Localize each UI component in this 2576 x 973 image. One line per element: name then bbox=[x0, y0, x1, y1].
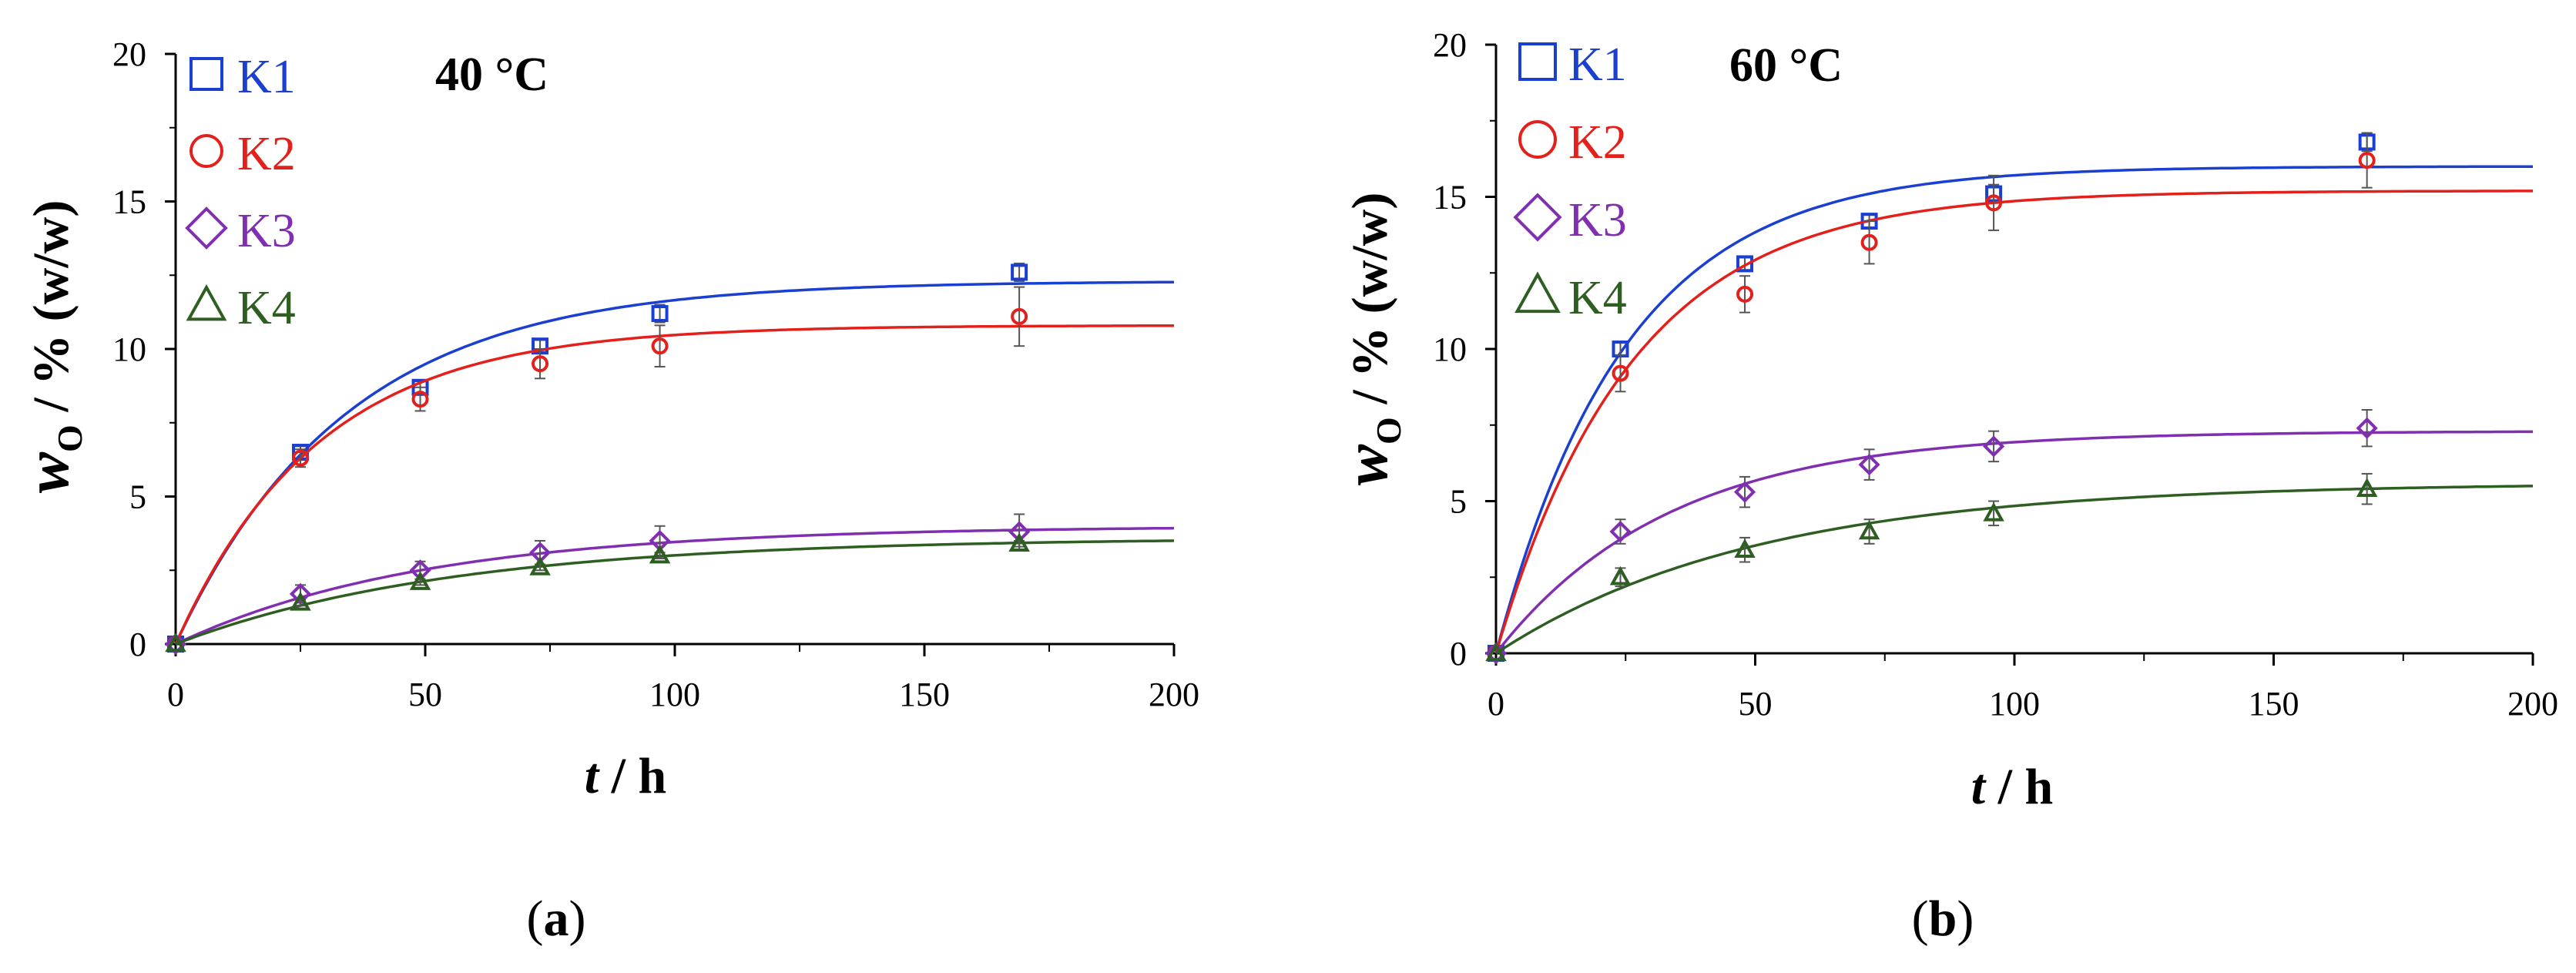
data-point-k4 bbox=[2356, 478, 2378, 497]
data-point-k4 bbox=[1734, 539, 1756, 558]
legend-symbol-k4 bbox=[186, 284, 227, 321]
data-point-k4 bbox=[1983, 502, 2004, 522]
legend-symbol-k2 bbox=[190, 134, 223, 168]
x-tick-label: 100 bbox=[649, 676, 700, 713]
data-point-k3 bbox=[1858, 454, 1880, 476]
fit-curve-k2 bbox=[174, 324, 1175, 645]
x-tick-label: 150 bbox=[899, 676, 950, 713]
fit-curve-k3 bbox=[1494, 430, 2533, 655]
x-tick-label: 50 bbox=[1739, 685, 1773, 723]
data-point-k1 bbox=[1736, 255, 1754, 273]
fit-curve-k3 bbox=[175, 526, 1175, 646]
panel-caption: (b) bbox=[1912, 891, 1974, 947]
legend-label-k1: K1 bbox=[237, 51, 296, 103]
fit-curve-k4 bbox=[175, 539, 1175, 646]
legend-symbol-k1 bbox=[1518, 42, 1557, 81]
data-point-k4 bbox=[290, 591, 311, 611]
fit-curve-k2 bbox=[1494, 190, 2533, 654]
data-point-k2 bbox=[411, 391, 429, 408]
y-tick-label: 0 bbox=[1450, 635, 1467, 673]
y-tick-label: 15 bbox=[1433, 179, 1467, 216]
fit-curve-k1 bbox=[174, 280, 1174, 645]
legend-label-k4: K4 bbox=[237, 282, 296, 334]
y-tick-label: 10 bbox=[112, 330, 146, 368]
data-point-k2 bbox=[532, 355, 549, 373]
data-point-k4 bbox=[409, 571, 431, 590]
legend-symbol-k2 bbox=[1518, 120, 1557, 159]
x-tick-label: 0 bbox=[167, 676, 184, 713]
data-point-k2 bbox=[1985, 194, 2003, 212]
data-point-k3 bbox=[2356, 417, 2378, 439]
x-axis-title: t / h bbox=[1971, 759, 2053, 815]
legend-label-k1: K1 bbox=[1568, 39, 1627, 91]
data-point-k3 bbox=[1609, 520, 1632, 543]
data-point-k3 bbox=[1733, 481, 1756, 503]
data-point-k2 bbox=[1860, 233, 1878, 251]
temperature-label: 60 °C bbox=[1729, 39, 1843, 92]
fit-curve-k1 bbox=[1494, 165, 2533, 654]
y-axis-title: wO / % (w/w) bbox=[1333, 193, 1408, 486]
legend-symbol-k1 bbox=[190, 57, 223, 91]
legend-symbol-k4 bbox=[1514, 271, 1561, 314]
data-point-k2 bbox=[292, 449, 309, 467]
legend-symbol-k3 bbox=[1513, 193, 1562, 242]
y-tick-label: 10 bbox=[1433, 330, 1467, 368]
data-point-k2 bbox=[2358, 152, 2376, 169]
data-point-k4 bbox=[529, 555, 551, 575]
x-tick-label: 200 bbox=[1149, 676, 1199, 713]
legend-label-k3: K3 bbox=[1568, 194, 1627, 247]
data-point-k4 bbox=[1008, 532, 1030, 552]
legend-label-k2: K2 bbox=[1568, 116, 1627, 169]
y-tick-label: 0 bbox=[129, 626, 146, 663]
y-axis-title: wO / % (w/w) bbox=[14, 200, 89, 494]
x-tick-label: 200 bbox=[2507, 685, 2558, 723]
legend-label-k3: K3 bbox=[237, 205, 296, 257]
data-point-k3 bbox=[1983, 435, 2005, 458]
data-point-k4 bbox=[1485, 642, 1507, 662]
x-tick-label: 150 bbox=[2249, 685, 2299, 723]
x-axis-title: t / h bbox=[585, 748, 666, 804]
fit-curve-k4 bbox=[1495, 485, 2533, 655]
data-point-k1 bbox=[651, 305, 669, 323]
data-point-k2 bbox=[1011, 307, 1028, 325]
data-point-k4 bbox=[165, 632, 186, 653]
data-point-k4 bbox=[1609, 565, 1632, 585]
data-point-k4 bbox=[649, 544, 671, 564]
y-tick-label: 20 bbox=[1433, 26, 1467, 64]
y-tick-label: 5 bbox=[129, 478, 146, 516]
y-tick-label: 20 bbox=[112, 35, 146, 73]
legend-label-k4: K4 bbox=[1568, 272, 1627, 324]
x-tick-label: 0 bbox=[1488, 685, 1504, 723]
panel-caption: (a) bbox=[527, 891, 586, 947]
x-tick-label: 100 bbox=[1989, 685, 2040, 723]
x-tick-label: 50 bbox=[408, 676, 442, 713]
legend-label-k2: K2 bbox=[237, 128, 296, 180]
y-tick-label: 15 bbox=[112, 183, 146, 221]
data-point-k2 bbox=[1612, 364, 1629, 382]
data-point-k2 bbox=[651, 337, 669, 355]
temperature-label: 40 °C bbox=[435, 49, 548, 101]
data-point-k1 bbox=[1011, 263, 1028, 281]
data-point-k2 bbox=[1736, 285, 1754, 303]
data-point-k4 bbox=[1858, 520, 1880, 540]
legend-symbol-k3 bbox=[185, 206, 228, 250]
y-tick-label: 5 bbox=[1450, 483, 1467, 521]
